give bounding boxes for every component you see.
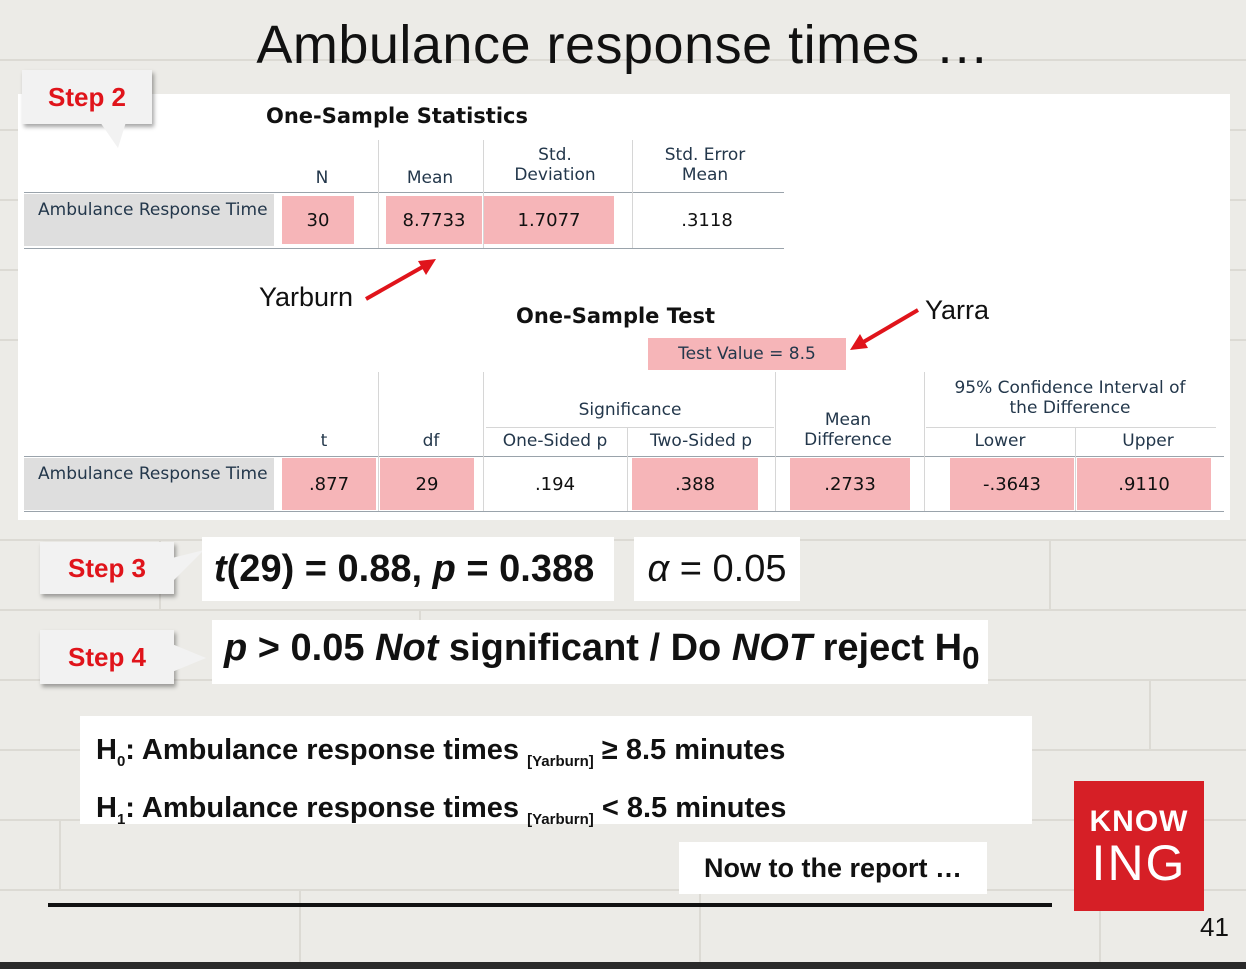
decision-text: p > 0.05 Not significant / Do NOT reject… bbox=[224, 627, 980, 676]
test-header-one-sided-p: One-Sided p bbox=[502, 431, 608, 451]
spss-output-panel bbox=[18, 94, 1230, 520]
step-4-pointer bbox=[172, 644, 206, 672]
stats-value-std-dev: 1.7077 bbox=[484, 196, 614, 244]
null-hypothesis: H0: Ambulance response times [Yarburn] ≥… bbox=[96, 734, 786, 770]
step-3-pointer bbox=[172, 550, 204, 582]
test-header-lower: Lower bbox=[974, 431, 1026, 451]
stats-row-label: Ambulance Response Time bbox=[24, 194, 274, 246]
test-header-mean-difference: Mean Difference bbox=[804, 410, 892, 450]
yarra-label: Yarra bbox=[925, 295, 990, 325]
step-2-label: Step 2 bbox=[22, 70, 152, 124]
test-value-two-sided-p: .388 bbox=[632, 458, 758, 510]
alpha-text: α = 0.05 bbox=[647, 547, 787, 590]
test-table-title: One-Sample Test bbox=[516, 304, 716, 328]
yarburn-arrow bbox=[365, 259, 436, 301]
hypotheses-box bbox=[80, 716, 1032, 824]
test-value-mean-difference: .2733 bbox=[790, 458, 910, 510]
step-2-pointer bbox=[100, 122, 126, 148]
test-value-t: .877 bbox=[282, 458, 376, 510]
report-note: Now to the report … bbox=[679, 842, 987, 894]
stats-header-mean: Mean bbox=[406, 168, 454, 188]
slide-title: Ambulance response times … bbox=[256, 15, 990, 75]
step-3-label: Step 3 bbox=[40, 542, 174, 594]
t-statistic-text: t(29) = 0.88, p = 0.388 bbox=[214, 547, 595, 590]
stats-header-std-error: Std. Error Mean bbox=[664, 145, 746, 185]
test-value-df: 29 bbox=[380, 458, 474, 510]
stats-table-title: One-Sample Statistics bbox=[266, 104, 528, 128]
footer-rule bbox=[48, 903, 1052, 907]
t-statistic-result: t(29) = 0.88, p = 0.388 bbox=[202, 537, 614, 601]
test-header-t: t bbox=[320, 431, 328, 451]
stats-header-n: N bbox=[315, 168, 329, 188]
test-header-two-sided-p: Two-Sided p bbox=[649, 431, 753, 451]
alpha-box: α = 0.05 bbox=[634, 537, 800, 601]
logo-line-2: ING bbox=[1091, 835, 1187, 891]
test-header-df: df bbox=[422, 431, 440, 451]
yarburn-label: Yarburn bbox=[259, 282, 354, 312]
decision-box: p > 0.05 Not significant / Do NOT reject… bbox=[212, 620, 988, 684]
stats-value-n: 30 bbox=[282, 196, 354, 244]
stats-value-std-error: .3118 bbox=[681, 209, 733, 231]
logo-line-1: KNOW bbox=[1089, 805, 1189, 838]
test-significance-header: Significance bbox=[578, 400, 682, 420]
knowing-logo: KNOW ING bbox=[1074, 781, 1204, 911]
test-ci-header: 95% Confidence Interval of the Differenc… bbox=[954, 378, 1186, 418]
yarra-arrow bbox=[850, 308, 920, 350]
test-value-one-sided-p: .194 bbox=[534, 473, 576, 495]
test-value-lower: -.3643 bbox=[950, 458, 1074, 510]
stats-value-mean: 8.7733 bbox=[386, 196, 482, 244]
page-number: 41 bbox=[1200, 912, 1229, 942]
test-value-upper: .9110 bbox=[1077, 458, 1211, 510]
test-value-box: Test Value = 8.5 bbox=[648, 338, 846, 370]
test-header-upper: Upper bbox=[1122, 431, 1174, 451]
alternative-hypothesis: H1: Ambulance response times [Yarburn] <… bbox=[96, 792, 787, 828]
step-4-label: Step 4 bbox=[40, 630, 174, 684]
stats-header-std-dev: Std. Deviation bbox=[514, 145, 596, 185]
test-row-label: Ambulance Response Time bbox=[24, 458, 274, 510]
